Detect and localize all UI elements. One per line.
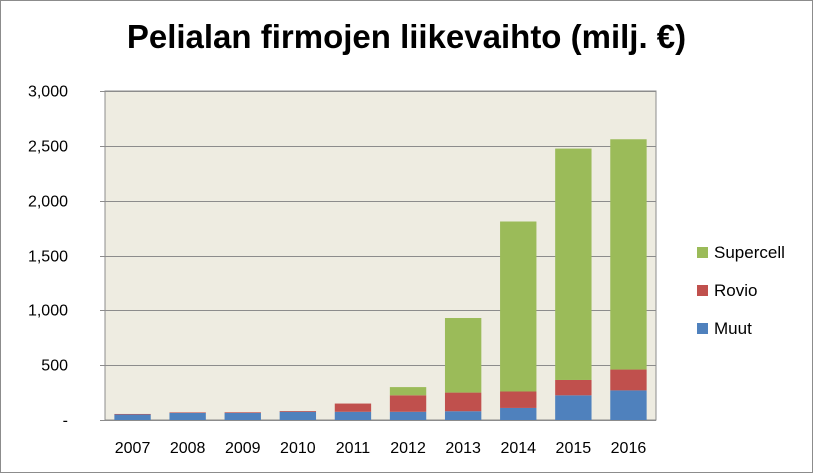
legend: Supercell Rovio Muut xyxy=(697,243,785,338)
bar-rovio-2015 xyxy=(555,379,592,396)
bar-muut-2008 xyxy=(169,412,206,420)
chart-title: Pelialan firmojen liikevaihto (milj. €) xyxy=(126,18,687,55)
legend-swatch-rovio xyxy=(697,285,708,296)
y-tick-label: 1,500 xyxy=(28,249,68,266)
x-tick-label: 2009 xyxy=(225,440,261,457)
bar-muut-2011 xyxy=(334,411,372,420)
x-tick-label: 2010 xyxy=(280,440,316,457)
bar-supercell-2015 xyxy=(555,148,592,380)
bar-rovio-2014 xyxy=(500,391,537,408)
x-tick-label: 2008 xyxy=(170,440,206,457)
bar-muut-2012 xyxy=(389,411,427,420)
bar-muut-2016 xyxy=(610,390,647,420)
x-tick-label: 2013 xyxy=(445,440,481,457)
bar-rovio-2007 xyxy=(114,413,151,415)
y-tick-label: - xyxy=(63,413,68,430)
y-tick-label: 1,000 xyxy=(28,303,68,320)
bar-supercell-2013 xyxy=(444,318,482,393)
x-tick-label: 2016 xyxy=(611,440,647,457)
bar-muut-2013 xyxy=(444,411,482,420)
bar-muut-2014 xyxy=(500,407,537,420)
bar-rovio-2013 xyxy=(444,392,482,412)
bar-rovio-2012 xyxy=(389,395,427,412)
x-tick-label: 2015 xyxy=(556,440,592,457)
bar-muut-2007 xyxy=(114,414,151,420)
bar-rovio-2010 xyxy=(279,411,317,412)
bars xyxy=(114,139,647,420)
y-tick-label: 3,000 xyxy=(28,84,68,101)
y-axis-ticks: - 500 1,000 1,500 2,000 2,500 3,000 xyxy=(28,84,105,430)
bar-rovio-2009 xyxy=(224,412,261,413)
legend-swatch-supercell xyxy=(697,247,708,258)
y-tick-label: 500 xyxy=(41,358,68,375)
x-tick-label: 2014 xyxy=(500,440,536,457)
bar-rovio-2011 xyxy=(334,403,372,412)
bar-muut-2009 xyxy=(224,412,261,420)
x-tick-label: 2011 xyxy=(336,440,371,457)
bar-rovio-2016 xyxy=(610,369,647,391)
x-tick-label: 2007 xyxy=(115,440,151,457)
legend-label-supercell: Supercell xyxy=(714,243,785,262)
legend-label-rovio: Rovio xyxy=(714,281,757,300)
bar-supercell-2012 xyxy=(389,387,427,396)
bar-muut-2015 xyxy=(555,395,592,420)
bar-supercell-2016 xyxy=(610,139,647,370)
x-tick-label: 2012 xyxy=(390,440,426,457)
bar-supercell-2014 xyxy=(500,221,537,392)
y-tick-label: 2,500 xyxy=(28,139,68,156)
x-axis-ticks: 2007 2008 2009 2010 2011 2012 2013 2014 2015 2016 xyxy=(115,440,647,457)
bar-muut-2010 xyxy=(279,411,317,420)
y-tick-label: 2,000 xyxy=(28,194,68,211)
legend-swatch-muut xyxy=(697,323,708,334)
legend-label-muut: Muut xyxy=(714,319,752,338)
bar-rovio-2008 xyxy=(169,412,206,413)
